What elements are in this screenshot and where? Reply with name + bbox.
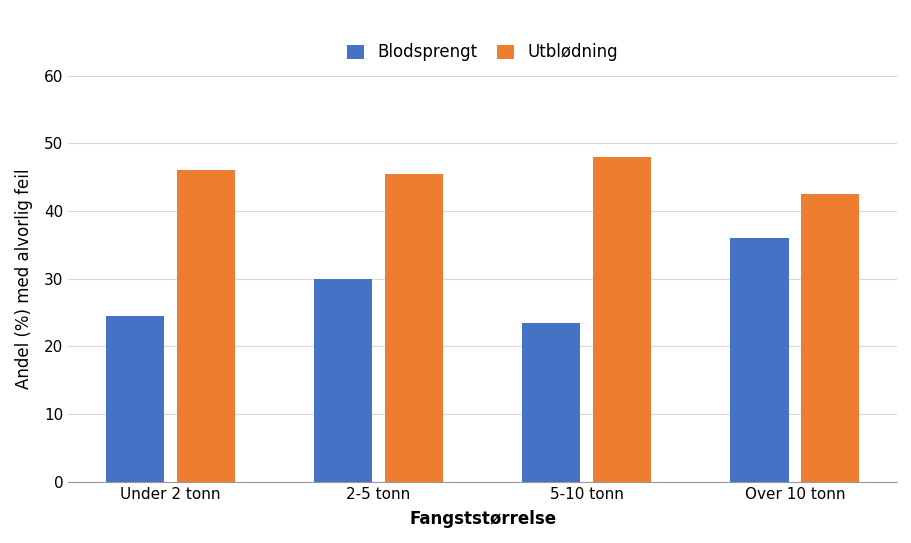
Bar <box>592 157 650 482</box>
Bar <box>384 174 443 482</box>
X-axis label: Fangststørrelse: Fangststørrelse <box>409 510 556 528</box>
Bar <box>106 316 164 482</box>
Bar <box>177 171 235 482</box>
Legend: Blodsprengt, Utblødning: Blodsprengt, Utblødning <box>347 43 618 61</box>
Bar <box>313 279 372 482</box>
Bar <box>800 194 858 482</box>
Bar <box>522 323 579 482</box>
Y-axis label: Andel (%) med alvorlig feil: Andel (%) med alvorlig feil <box>15 168 33 389</box>
Bar <box>730 238 788 482</box>
